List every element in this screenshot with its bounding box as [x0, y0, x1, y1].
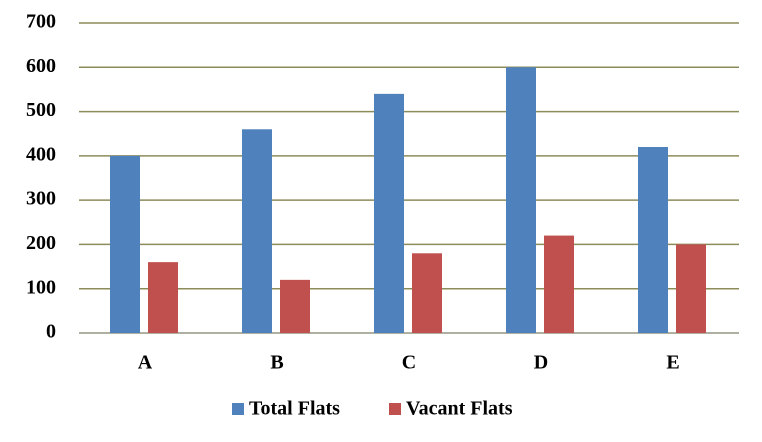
y-tick-label: 500 — [26, 99, 56, 121]
x-tick-label: D — [534, 352, 548, 374]
bar — [412, 253, 442, 333]
x-tick-label: B — [270, 352, 283, 374]
y-tick-label: 600 — [26, 55, 56, 77]
y-tick-label: 300 — [26, 188, 56, 210]
legend-label: Total Flats — [249, 398, 340, 420]
bar — [544, 235, 574, 333]
y-tick-label: 400 — [26, 143, 56, 165]
x-tick-label: E — [666, 352, 679, 374]
bar — [638, 147, 668, 333]
y-tick-label: 100 — [26, 276, 56, 298]
bar — [676, 244, 706, 333]
bar — [374, 93, 404, 333]
legend-swatch — [389, 403, 401, 415]
legend-swatch — [232, 403, 244, 415]
y-tick-label: 700 — [26, 11, 56, 33]
bar — [506, 67, 536, 334]
legend-label: Vacant Flats — [406, 398, 513, 420]
bar — [148, 262, 178, 333]
bar — [110, 155, 140, 333]
y-tick-label: 0 — [46, 321, 56, 343]
y-tick-label: 200 — [26, 232, 56, 254]
x-tick-label: C — [402, 352, 416, 374]
x-tick-label: A — [138, 352, 153, 374]
bar — [280, 279, 310, 333]
bar — [242, 129, 272, 333]
